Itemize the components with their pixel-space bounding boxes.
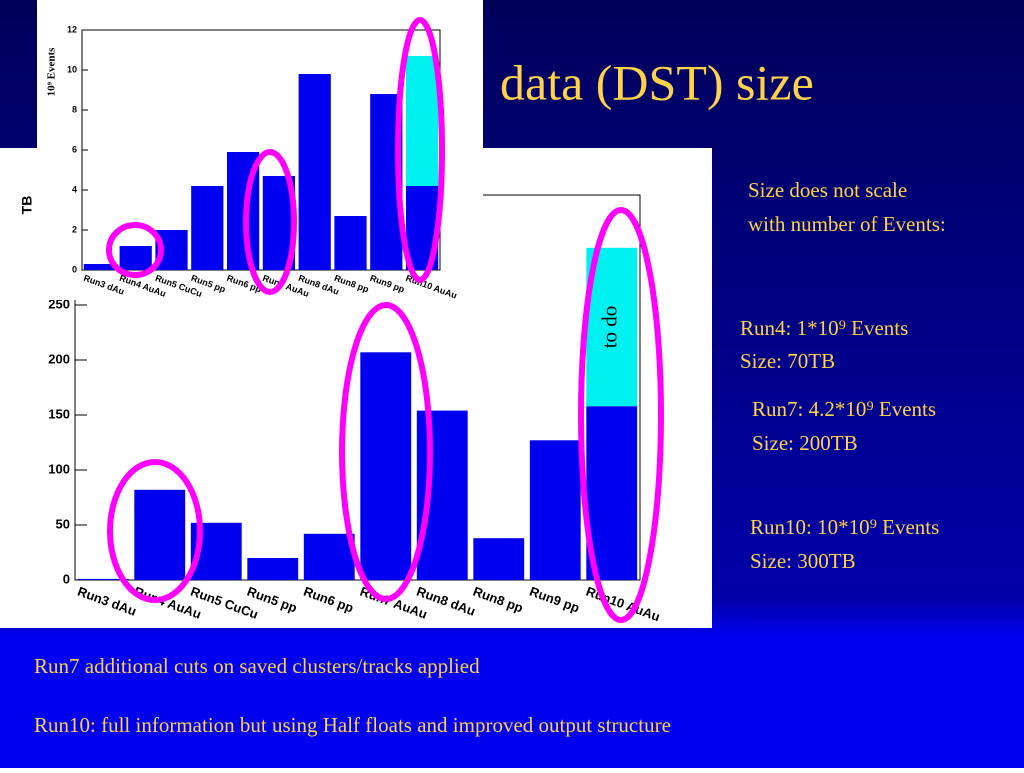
highlight-ellipse: [395, 17, 445, 283]
y-tick-label: 50: [56, 516, 70, 531]
highlight-ellipse: [106, 222, 164, 278]
bar: [360, 352, 412, 580]
bar: [405, 56, 439, 186]
bar: [298, 74, 331, 270]
bar: [77, 578, 129, 580]
side-text: Run10: 10*10⁹ Events: [750, 515, 939, 539]
highlight-ellipse: [339, 302, 433, 602]
highlight-ellipse: [107, 459, 203, 603]
side-text: Size: 300TB: [750, 549, 856, 573]
highlight-ellipse: [578, 207, 664, 623]
bar: [416, 410, 468, 580]
bar: [529, 440, 581, 580]
footer-text: Run10: full information but using Half f…: [34, 713, 671, 737]
side-text: Size: 70TB: [740, 349, 835, 373]
y-tick-label: 100: [48, 461, 70, 476]
bar: [303, 533, 355, 580]
bar: [473, 538, 525, 580]
y-tick-label: 10: [67, 64, 77, 74]
y-axis-label: 10⁹ Events: [46, 47, 58, 97]
highlight-ellipse: [243, 149, 297, 295]
y-tick-label: 150: [48, 406, 70, 421]
y-tick-label: 0: [63, 571, 70, 586]
footer-text: Run7 additional cuts on saved clusters/t…: [34, 654, 480, 678]
y-tick-label: 0: [72, 264, 77, 274]
slide-title: data (DST) size: [500, 54, 814, 110]
side-text: Size does not scale: [748, 178, 907, 202]
bar: [134, 489, 186, 580]
y-tick-label: 4: [72, 184, 77, 194]
y-tick-label: 2: [72, 224, 77, 234]
side-text: with number of Events:: [748, 212, 946, 236]
y-tick-label: 8: [72, 104, 77, 114]
bar: [119, 246, 152, 270]
bar-annotation: to do: [598, 306, 622, 349]
bar: [191, 186, 224, 270]
bar: [247, 558, 299, 580]
y-axis-label: TB: [19, 196, 35, 215]
bar: [586, 406, 638, 580]
side-text: Run4: 1*10⁹ Events: [740, 316, 908, 340]
highlights: [106, 17, 664, 623]
side-text: Run7: 4.2*10⁹ Events: [752, 397, 936, 421]
y-tick-label: 6: [72, 144, 77, 154]
y-tick-label: 250: [48, 296, 70, 311]
bar: [334, 216, 367, 270]
side-text: Size: 200TB: [752, 431, 858, 455]
y-tick-label: 200: [48, 351, 70, 366]
bar: [83, 264, 117, 270]
y-tick-label: 12: [67, 24, 77, 34]
